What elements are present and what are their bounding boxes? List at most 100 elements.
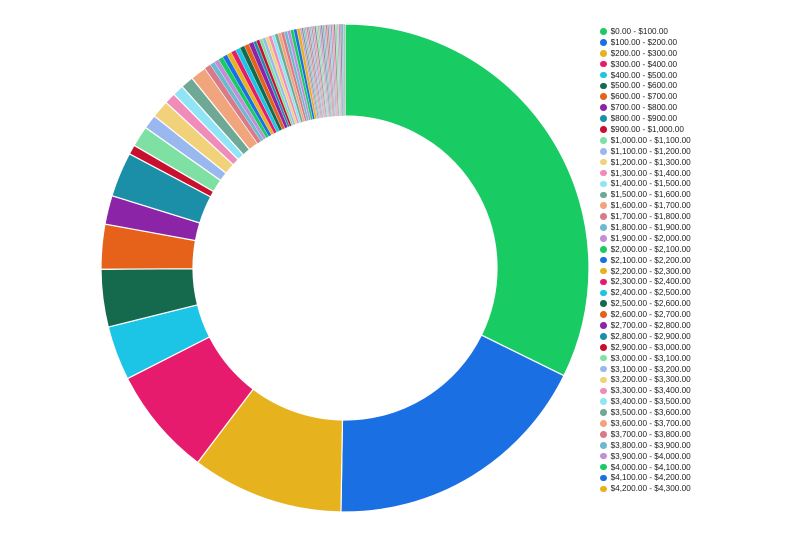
legend-swatch-icon <box>600 474 607 482</box>
donut-slice-1[interactable] <box>340 334 565 513</box>
legend-item[interactable]: $3,400.00 - $3,500.00 <box>600 396 790 407</box>
legend-label: $600.00 - $700.00 <box>610 92 678 102</box>
legend-swatch-icon <box>600 278 607 286</box>
legend-label: $4,200.00 - $4,300.00 <box>610 484 691 494</box>
legend-item[interactable]: $1,900.00 - $2,000.00 <box>600 233 790 244</box>
legend-label: $800.00 - $900.00 <box>610 114 678 124</box>
legend-label: $300.00 - $400.00 <box>610 59 678 69</box>
legend-label: $2,400.00 - $2,500.00 <box>610 288 691 298</box>
legend-label: $1,700.00 - $1,800.00 <box>610 212 691 222</box>
legend-swatch-icon <box>600 322 607 329</box>
legend-item[interactable]: $2,900.00 - $3,000.00 <box>600 342 790 353</box>
legend-swatch-icon <box>600 158 607 166</box>
legend-item[interactable]: $100.00 - $200.00 <box>600 37 790 48</box>
legend-item[interactable]: $3,300.00 - $3,400.00 <box>600 385 790 396</box>
legend-label: $4,000.00 - $4,100.00 <box>610 462 691 472</box>
legend-item[interactable]: $4,000.00 - $4,100.00 <box>600 462 790 473</box>
legend-item[interactable]: $3,500.00 - $3,600.00 <box>600 407 790 418</box>
legend-item[interactable]: $2,100.00 - $2,200.00 <box>600 255 790 266</box>
legend-item[interactable]: $400.00 - $500.00 <box>600 70 790 81</box>
legend-item[interactable]: $700.00 - $800.00 <box>600 102 790 113</box>
donut-slice-70[interactable] <box>343 23 346 117</box>
legend-swatch-icon <box>600 147 607 155</box>
legend-label: $3,900.00 - $4,000.00 <box>610 451 691 461</box>
legend-label: $2,900.00 - $3,000.00 <box>610 342 691 352</box>
legend-label: $2,800.00 - $2,900.00 <box>610 331 691 341</box>
legend-item[interactable]: $2,700.00 - $2,800.00 <box>600 320 790 331</box>
legend-item[interactable]: $4,200.00 - $4,300.00 <box>600 483 790 494</box>
legend-swatch-icon <box>600 267 607 275</box>
legend-item[interactable]: $1,000.00 - $1,100.00 <box>600 135 790 146</box>
legend-label: $3,200.00 - $3,300.00 <box>610 375 691 385</box>
legend-item[interactable]: $2,500.00 - $2,600.00 <box>600 298 790 309</box>
legend-item[interactable]: $3,700.00 - $3,800.00 <box>600 429 790 440</box>
legend-swatch-icon <box>600 93 607 101</box>
legend-label: $2,500.00 - $2,600.00 <box>610 299 691 309</box>
legend-item[interactable]: $3,200.00 - $3,300.00 <box>600 375 790 386</box>
legend-label: $4,100.00 - $4,200.00 <box>610 473 691 483</box>
legend-item[interactable]: $800.00 - $900.00 <box>600 113 790 124</box>
legend-item[interactable]: $3,800.00 - $3,900.00 <box>600 440 790 451</box>
legend-swatch-icon <box>600 311 607 318</box>
legend-item[interactable]: $1,100.00 - $1,200.00 <box>600 146 790 157</box>
legend-item[interactable]: $200.00 - $300.00 <box>600 48 790 59</box>
legend-label: $3,300.00 - $3,400.00 <box>610 386 691 396</box>
legend-swatch-icon <box>600 431 607 438</box>
legend-item[interactable]: $2,600.00 - $2,700.00 <box>600 309 790 320</box>
donut-slice-0[interactable] <box>344 23 590 377</box>
legend-item[interactable]: $2,400.00 - $2,500.00 <box>600 287 790 298</box>
legend-item[interactable]: $3,000.00 - $3,100.00 <box>600 353 790 364</box>
legend-item[interactable]: $2,800.00 - $2,900.00 <box>600 331 790 342</box>
legend-swatch-icon <box>600 245 607 253</box>
legend-item[interactable]: $1,700.00 - $1,800.00 <box>600 211 790 222</box>
legend-swatch-icon <box>600 256 607 264</box>
legend-label: $1,000.00 - $1,100.00 <box>610 135 691 145</box>
legend-item[interactable]: $1,600.00 - $1,700.00 <box>600 200 790 211</box>
legend-item[interactable]: $600.00 - $700.00 <box>600 91 790 102</box>
legend-item[interactable]: $1,500.00 - $1,600.00 <box>600 189 790 200</box>
legend-swatch-icon <box>600 49 607 57</box>
legend-item[interactable]: $3,600.00 - $3,700.00 <box>600 418 790 429</box>
legend-item[interactable]: $1,300.00 - $1,400.00 <box>600 168 790 179</box>
legend-label: $2,000.00 - $2,100.00 <box>610 244 691 254</box>
legend-swatch-icon <box>600 289 607 297</box>
legend-swatch-icon <box>600 115 607 122</box>
legend-item[interactable]: $3,900.00 - $4,000.00 <box>600 451 790 462</box>
legend-swatch-icon <box>600 71 607 79</box>
legend-item[interactable]: $500.00 - $600.00 <box>600 80 790 91</box>
legend-label: $3,100.00 - $3,200.00 <box>610 364 691 374</box>
legend-swatch-icon <box>600 452 607 460</box>
legend-item[interactable]: $300.00 - $400.00 <box>600 59 790 70</box>
legend-swatch-icon <box>600 365 607 373</box>
legend-item[interactable]: $4,100.00 - $4,200.00 <box>600 473 790 484</box>
legend-swatch-icon <box>600 28 607 35</box>
legend-label: $2,300.00 - $2,400.00 <box>610 277 691 287</box>
legend-swatch-icon <box>600 126 607 133</box>
legend-item[interactable]: $3,100.00 - $3,200.00 <box>600 364 790 375</box>
legend-item[interactable]: $1,800.00 - $1,900.00 <box>600 222 790 233</box>
legend-item[interactable]: $2,200.00 - $2,300.00 <box>600 266 790 277</box>
legend-label: $400.00 - $500.00 <box>610 70 678 80</box>
legend-swatch-icon <box>600 333 607 340</box>
legend-swatch-icon <box>600 213 607 220</box>
legend-swatch-icon <box>600 235 607 242</box>
legend-item[interactable]: $900.00 - $1,000.00 <box>600 124 790 135</box>
legend-label: $3,600.00 - $3,700.00 <box>610 419 691 428</box>
legend-swatch-icon <box>600 202 607 209</box>
legend-label: $1,300.00 - $1,400.00 <box>610 168 691 178</box>
legend-item[interactable]: $2,000.00 - $2,100.00 <box>600 244 790 255</box>
legend-label: $700.00 - $800.00 <box>610 103 678 113</box>
legend-swatch-icon <box>600 82 607 90</box>
legend-label: $500.00 - $600.00 <box>610 81 678 91</box>
legend-label: $900.00 - $1,000.00 <box>610 124 684 134</box>
legend-swatch-icon <box>600 420 607 427</box>
legend-item[interactable]: $0.00 - $100.00 <box>600 26 790 37</box>
legend-item[interactable]: $1,400.00 - $1,500.00 <box>600 178 790 189</box>
legend-item[interactable]: $1,200.00 - $1,300.00 <box>600 157 790 168</box>
legend-label: $0.00 - $100.00 <box>610 26 668 36</box>
legend-label: $3,000.00 - $3,100.00 <box>610 353 691 363</box>
legend-item[interactable]: $2,300.00 - $2,400.00 <box>600 276 790 287</box>
legend-swatch-icon <box>600 398 607 406</box>
legend-swatch-icon <box>600 485 607 493</box>
